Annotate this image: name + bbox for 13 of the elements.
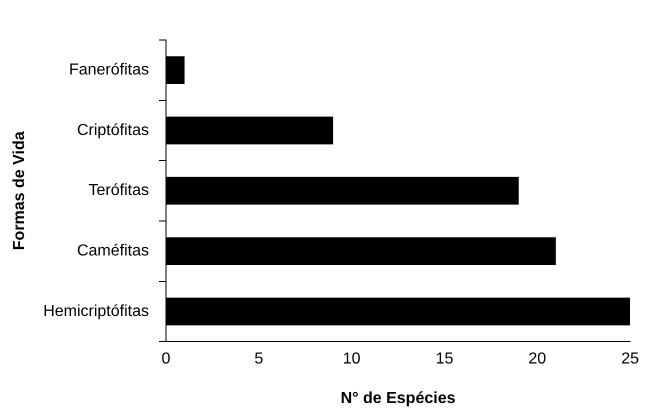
y-tick-label: Fanerófitas bbox=[68, 62, 150, 79]
x-tick-label: 0 bbox=[162, 350, 171, 368]
y-tick-label: Terófitas bbox=[88, 182, 150, 200]
y-axis-title: Formas de Vida bbox=[11, 131, 28, 250]
y-tick-label: Criptófitas bbox=[76, 122, 150, 139]
x-tick-label: 10 bbox=[342, 350, 361, 368]
x-axis-title: N° de Espécies bbox=[340, 390, 456, 407]
y-tick-label: Caméfitas bbox=[76, 242, 150, 260]
x-tick-label: 5 bbox=[254, 350, 264, 368]
y-tick-label: Hemicriptófitas bbox=[43, 302, 150, 320]
x-tick-label: 25 bbox=[621, 350, 640, 368]
x-tick-label: 15 bbox=[436, 350, 454, 368]
x-tick-label: 20 bbox=[528, 350, 546, 368]
